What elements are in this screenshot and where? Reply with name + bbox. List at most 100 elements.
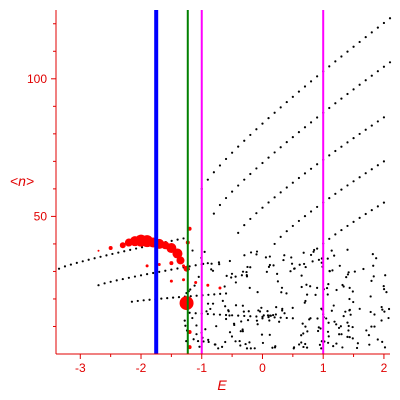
black-data-point [170, 239, 173, 242]
black-data-point [302, 332, 305, 335]
black-data-point [332, 304, 335, 307]
black-data-point [346, 321, 349, 324]
black-data-point [267, 316, 270, 319]
black-data-point [302, 262, 306, 266]
black-data-point [255, 128, 258, 131]
black-data-point [255, 319, 259, 322]
black-data-point [326, 257, 329, 260]
black-data-point [241, 304, 244, 307]
black-data-point [345, 276, 348, 279]
black-data-point [291, 181, 294, 184]
black-data-point [237, 184, 240, 187]
black-data-point [268, 263, 272, 267]
red-data-point [169, 279, 173, 283]
black-data-point [346, 248, 349, 251]
black-data-point [387, 307, 391, 311]
black-data-point [298, 263, 301, 266]
black-data-point [376, 338, 379, 341]
black-data-point [243, 254, 246, 257]
x-axis-title: E [217, 377, 227, 393]
black-data-point [191, 249, 194, 252]
black-data-point [348, 297, 351, 301]
black-data-point [230, 272, 234, 275]
black-data-point [372, 264, 375, 267]
red-data-point [182, 264, 186, 268]
black-data-point [261, 315, 264, 318]
y-axis-title: <n> [10, 173, 34, 189]
black-data-point [97, 284, 100, 287]
black-data-point [316, 247, 319, 250]
black-data-point [212, 313, 215, 316]
black-data-point [267, 156, 270, 159]
black-data-point [297, 176, 301, 180]
black-data-point [340, 333, 343, 336]
red-data-point [194, 280, 198, 284]
black-data-point [145, 273, 149, 276]
black-data-point [382, 21, 386, 25]
black-data-point [365, 329, 368, 332]
black-data-point [382, 288, 386, 291]
black-data-point [382, 116, 386, 119]
black-data-point [87, 258, 90, 261]
vertical-lines-layer [154, 10, 325, 354]
black-data-point [364, 212, 367, 216]
black-data-point [209, 307, 212, 311]
black-data-point [197, 275, 200, 278]
black-data-point [207, 293, 210, 296]
black-data-point [348, 286, 351, 289]
black-data-point [246, 318, 250, 322]
black-data-point [340, 145, 343, 148]
black-data-point [130, 300, 134, 303]
black-data-point [196, 339, 200, 343]
black-data-point [333, 320, 336, 323]
black-data-point [224, 317, 228, 321]
black-data-point [239, 344, 242, 347]
black-data-point [291, 306, 294, 309]
black-data-point [376, 120, 379, 123]
black-data-point [278, 320, 281, 323]
black-data-point [306, 330, 309, 333]
black-data-point [241, 270, 245, 273]
black-data-point [194, 312, 197, 315]
black-data-point [272, 313, 275, 317]
black-data-point [309, 121, 313, 124]
black-data-point [248, 341, 251, 344]
black-data-point [204, 328, 207, 331]
black-data-point [210, 268, 213, 271]
black-data-point [347, 271, 350, 274]
red-data-point [218, 286, 222, 290]
black-data-point [281, 307, 284, 310]
black-data-point [285, 141, 288, 144]
black-data-point [334, 60, 337, 63]
black-data-point [339, 325, 342, 328]
black-data-point [334, 192, 337, 195]
black-data-point [272, 264, 275, 267]
black-data-point [381, 340, 384, 344]
black-data-point [242, 310, 245, 313]
black-data-point [176, 238, 179, 241]
black-data-point [198, 345, 201, 348]
black-data-point [289, 270, 292, 273]
black-data-point [75, 261, 78, 264]
x-tick-label: -3 [75, 361, 86, 375]
black-data-point [340, 228, 343, 232]
black-data-point [273, 242, 276, 246]
black-data-point [188, 311, 191, 314]
black-data-point [212, 171, 215, 174]
black-data-point [224, 292, 228, 295]
black-data-point [328, 270, 331, 273]
black-data-point [340, 97, 343, 100]
black-data-point [158, 270, 161, 273]
black-data-point [290, 256, 293, 259]
black-data-point [346, 184, 349, 187]
black-data-point [189, 288, 192, 291]
black-data-point [243, 178, 246, 181]
black-data-point [317, 326, 320, 329]
red-data-point [179, 296, 194, 311]
black-data-point [297, 219, 301, 223]
black-data-point [211, 269, 215, 272]
black-data-point [335, 288, 338, 292]
black-data-point [148, 298, 151, 301]
black-data-point [355, 346, 359, 350]
black-data-point [344, 310, 347, 313]
